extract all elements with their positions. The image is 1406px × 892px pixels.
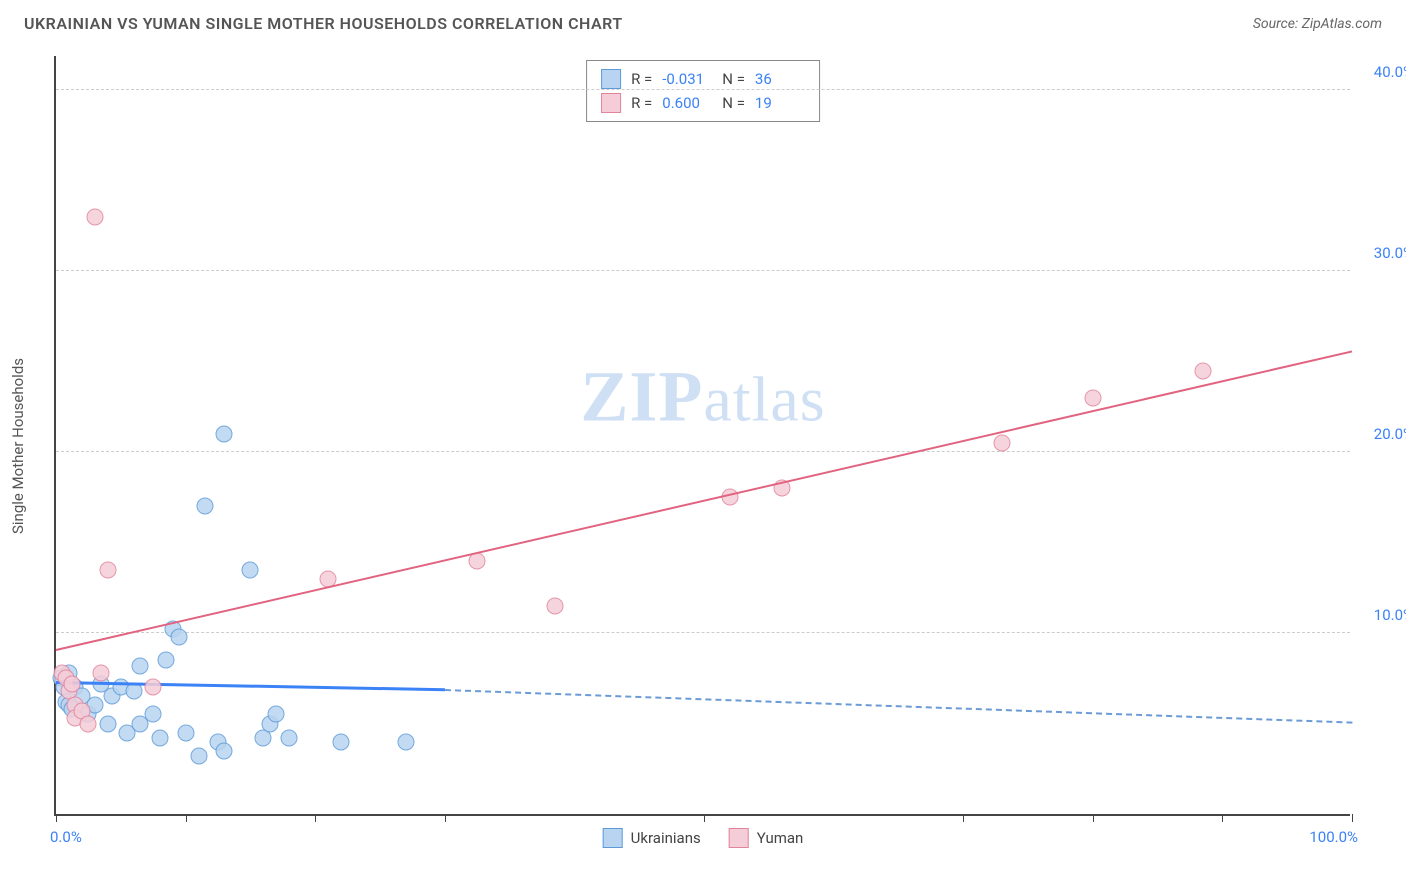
- legend-swatch: [729, 828, 749, 848]
- scatter-point: [333, 733, 350, 750]
- x-axis-min-label: 0.0%: [50, 828, 82, 846]
- scatter-point: [994, 435, 1011, 452]
- legend-swatch: [601, 93, 621, 113]
- scatter-point: [145, 679, 162, 696]
- x-tick: [704, 814, 705, 822]
- y-tick-label: 30.0%: [1358, 244, 1406, 262]
- gridline: [56, 451, 1350, 452]
- series-legend: Ukrainians Yuman: [603, 828, 804, 848]
- plot-area: ZIPatlas R =-0.031N =36R =0.600N =19 0.0…: [54, 56, 1350, 816]
- x-tick: [1093, 814, 1094, 822]
- x-tick: [445, 814, 446, 822]
- chart-container: Single Mother Households ZIPatlas R =-0.…: [46, 56, 1376, 836]
- scatter-point: [80, 715, 97, 732]
- y-axis-label: Single Mother Households: [9, 358, 27, 534]
- scatter-point: [93, 664, 110, 681]
- gridline: [56, 89, 1350, 90]
- scatter-point: [242, 561, 259, 578]
- r-value: -0.031: [662, 70, 712, 88]
- gridline: [56, 632, 1350, 633]
- scatter-point: [1194, 362, 1211, 379]
- scatter-point: [99, 715, 116, 732]
- r-label: R =: [631, 70, 652, 88]
- n-value: 36: [755, 70, 805, 88]
- x-tick: [56, 814, 57, 822]
- n-label: N =: [722, 94, 745, 112]
- trend-line: [445, 689, 1352, 724]
- legend-item: Ukrainians: [603, 828, 701, 848]
- legend-swatch: [601, 69, 621, 89]
- x-tick: [186, 814, 187, 822]
- r-value: 0.600: [662, 94, 712, 112]
- correlation-stats-box: R = -0.031 N = 36 R = 0.600 N = 19: [586, 60, 820, 122]
- scatter-point: [99, 561, 116, 578]
- gridline: [56, 270, 1350, 271]
- scatter-point: [190, 748, 207, 765]
- x-tick: [1352, 814, 1353, 822]
- legend-item: Yuman: [729, 828, 804, 848]
- scatter-point: [281, 730, 298, 747]
- scatter-point: [216, 742, 233, 759]
- stat-row: R = 0.600 N = 19: [601, 91, 805, 115]
- scatter-point: [145, 706, 162, 723]
- scatter-point: [132, 657, 149, 674]
- scatter-point: [197, 498, 214, 515]
- r-label: R =: [631, 94, 652, 112]
- x-tick: [315, 814, 316, 822]
- chart-title: UKRAINIAN VS YUMAN SINGLE MOTHER HOUSEHO…: [24, 14, 623, 33]
- scatter-point: [546, 597, 563, 614]
- scatter-point: [158, 652, 175, 669]
- scatter-point: [397, 733, 414, 750]
- n-value: 19: [755, 94, 805, 112]
- stat-row: R = -0.031 N = 36: [601, 67, 805, 91]
- scatter-point: [268, 706, 285, 723]
- scatter-point: [216, 426, 233, 443]
- y-tick-label: 20.0%: [1358, 425, 1406, 443]
- y-tick-label: 10.0%: [1358, 606, 1406, 624]
- scatter-point: [177, 724, 194, 741]
- scatter-point: [1084, 389, 1101, 406]
- scatter-point: [63, 675, 80, 692]
- x-tick: [1222, 814, 1223, 822]
- trend-line: [56, 351, 1352, 652]
- scatter-point: [86, 208, 103, 225]
- x-tick: [963, 814, 964, 822]
- scatter-point: [171, 628, 188, 645]
- y-tick-label: 40.0%: [1358, 63, 1406, 81]
- scatter-point: [255, 730, 272, 747]
- x-axis-max-label: 100.0%: [1309, 828, 1358, 846]
- scatter-point: [151, 730, 168, 747]
- legend-label: Yuman: [757, 829, 804, 847]
- legend-swatch: [603, 828, 623, 848]
- source-label: Source: ZipAtlas.com: [1253, 16, 1382, 32]
- legend-label: Ukrainians: [631, 829, 701, 847]
- n-label: N =: [722, 70, 745, 88]
- watermark: ZIPatlas: [580, 356, 825, 439]
